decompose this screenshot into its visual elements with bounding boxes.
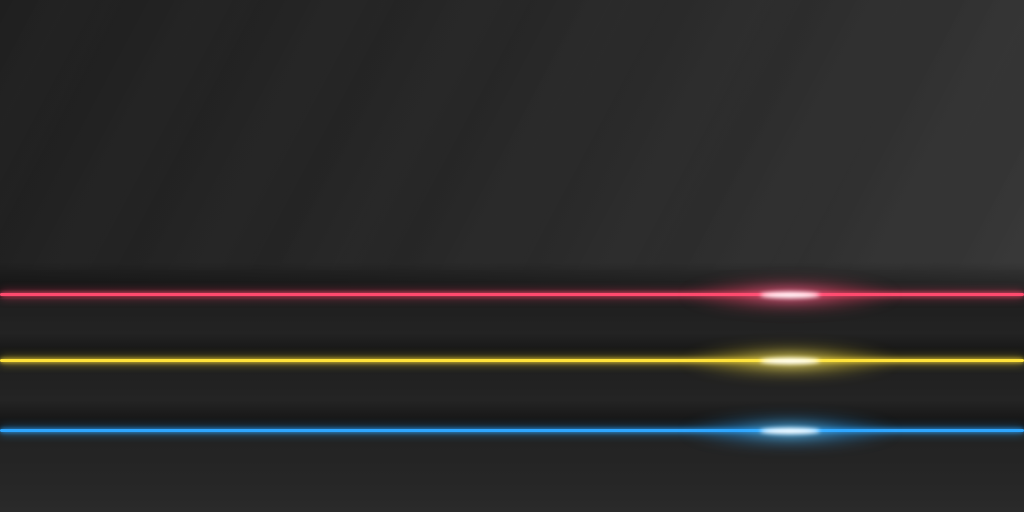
diagonal-sheen xyxy=(0,0,1024,270)
blue-neon-line xyxy=(0,429,1024,432)
yellow-neon-line xyxy=(0,359,1024,362)
red-flare-core xyxy=(760,292,820,298)
blue-flare-core xyxy=(760,428,820,434)
red-neon-line xyxy=(0,293,1024,296)
dark-band-3 xyxy=(0,432,1024,512)
yellow-flare-core xyxy=(760,358,820,364)
